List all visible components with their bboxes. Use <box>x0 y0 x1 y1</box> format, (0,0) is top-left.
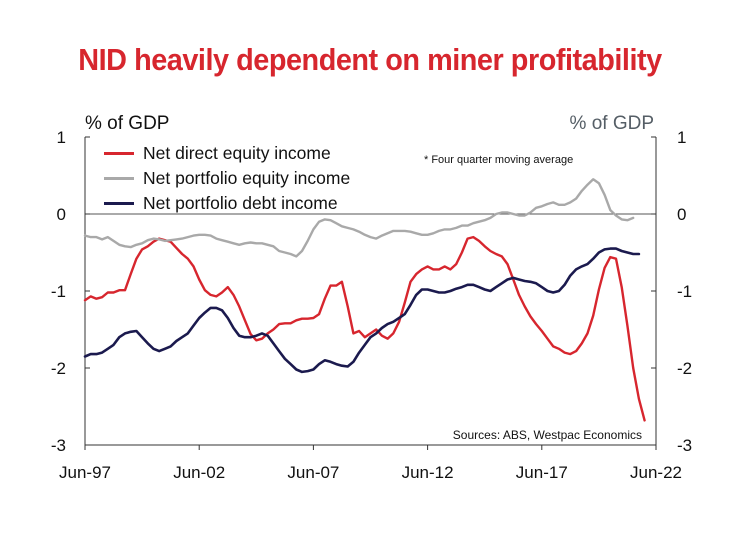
series-line-portfolio-equity <box>83 178 635 258</box>
legend-swatch <box>104 152 134 155</box>
y-tick-label-left: 1 <box>57 128 66 147</box>
y-tick-label-left: -2 <box>51 359 66 378</box>
y-tick-label-right: -1 <box>677 282 692 301</box>
y-tick-label-left: -3 <box>51 436 66 455</box>
y-tick-label-right: -3 <box>677 436 692 455</box>
y-tick-label-left: 0 <box>57 205 66 224</box>
chart-legend: Net direct equity income Net portfolio e… <box>104 141 350 216</box>
x-tick-label: Jun-07 <box>287 463 339 482</box>
legend-swatch <box>104 177 134 180</box>
y-tick-label-right: 0 <box>677 205 686 224</box>
y-tick-label-left: -1 <box>51 282 66 301</box>
chart-source: Sources: ABS, Westpac Economics <box>452 428 642 442</box>
x-tick-label: Jun-97 <box>59 463 111 482</box>
y-tick-label-right: 1 <box>677 128 686 147</box>
legend-item-portfolio-debt: Net portfolio debt income <box>104 191 350 216</box>
y-axis-right-unit: % of GDP <box>569 113 654 134</box>
x-tick-label: Jun-22 <box>630 463 682 482</box>
x-tick-label: Jun-17 <box>516 463 568 482</box>
legend-label: Net portfolio debt income <box>143 193 338 213</box>
legend-item-portfolio-equity: Net portfolio equity income <box>104 166 350 191</box>
legend-swatch <box>104 202 134 205</box>
series-line-direct-equity <box>83 235 646 422</box>
chart-note: * Four quarter moving average <box>424 154 574 166</box>
x-tick-label: Jun-02 <box>173 463 225 482</box>
legend-label: Net portfolio equity income <box>143 168 351 188</box>
legend-label: Net direct equity income <box>143 143 331 163</box>
y-tick-label-right: -2 <box>677 359 692 378</box>
chart-lines <box>83 178 646 422</box>
chart-ticks: 1 1 0 0 -1 -1 -2 -2 -3 -3 Jun-97 Jun-02 Jun-07 Jun-12… <box>51 128 692 482</box>
series-line-portfolio-debt <box>83 247 641 374</box>
legend-item-direct-equity: Net direct equity income <box>104 141 350 166</box>
chart-title: NID heavily dependent on miner profitabi… <box>78 42 662 77</box>
x-tick-label: Jun-12 <box>402 463 454 482</box>
y-axis-left-unit: % of GDP <box>85 113 170 134</box>
